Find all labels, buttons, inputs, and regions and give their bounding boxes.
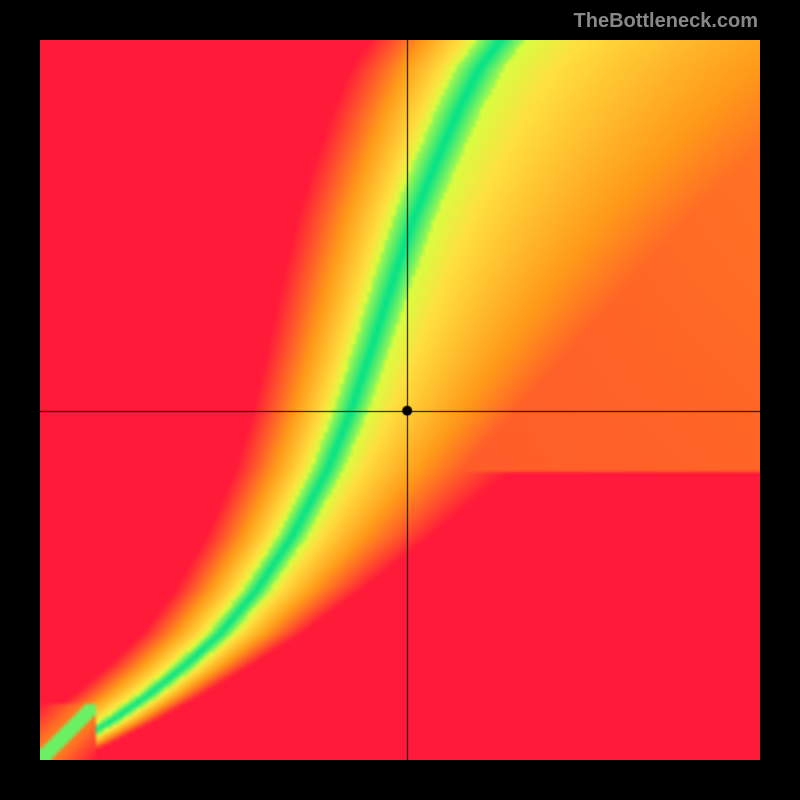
watermark-text: TheBottleneck.com (574, 10, 758, 33)
chart-container: TheBottleneck.com (0, 0, 800, 800)
crosshair-overlay (40, 40, 760, 760)
